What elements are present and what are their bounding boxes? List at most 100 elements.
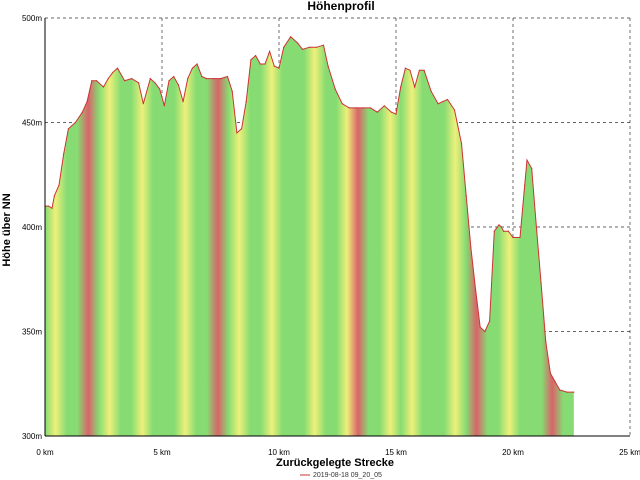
elevation-point — [549, 372, 552, 374]
elevation-point — [74, 121, 76, 124]
x-tick-label: 25 km — [619, 448, 640, 457]
elevation-point — [187, 78, 189, 80]
elevation-point — [500, 226, 502, 228]
elevation-point — [362, 107, 364, 109]
elevation-point — [297, 42, 299, 44]
elevation-point — [409, 69, 411, 71]
elevation-point — [250, 59, 252, 61]
elevation-point — [400, 86, 402, 88]
elevation-point — [201, 75, 203, 78]
elevation-point — [348, 107, 350, 109]
elevation-point — [475, 289, 477, 291]
elevation-point — [159, 88, 161, 90]
elevation-point — [465, 195, 467, 197]
elevation-point — [498, 224, 500, 226]
elevation-point — [219, 78, 222, 80]
elevation-point — [95, 80, 98, 82]
y-tick-label: 300m — [22, 432, 42, 441]
elevation-area — [45, 36, 574, 436]
elevation-point — [484, 330, 486, 333]
elevation-point — [245, 101, 247, 103]
elevation-point — [404, 67, 406, 69]
elevation-point — [308, 46, 310, 48]
elevation-point — [503, 230, 505, 232]
elevation-point — [163, 105, 165, 107]
elevation-point — [507, 230, 509, 232]
elevation-point — [269, 50, 271, 53]
elevation-point — [301, 48, 303, 50]
elevation-point — [341, 103, 343, 105]
chart-title: Höhenprofil — [307, 0, 374, 13]
elevation-point — [142, 103, 144, 105]
elevation-point — [67, 128, 69, 130]
elevation-point — [226, 75, 229, 78]
elevation-point — [131, 78, 133, 80]
elevation-point — [47, 205, 50, 207]
elevation-point — [290, 36, 292, 38]
legend-label: 2019-08-18 09_20_05 — [313, 472, 382, 479]
elevation-point — [112, 71, 114, 73]
elevation-point — [540, 282, 542, 284]
elevation-point — [138, 82, 140, 84]
elevation-point — [519, 236, 521, 239]
elevation-point — [168, 80, 170, 82]
elevation-point — [58, 184, 60, 186]
elevation-point — [470, 247, 472, 249]
elevation-point — [355, 107, 357, 109]
elevation-point — [453, 109, 456, 111]
elevation-point — [154, 82, 156, 84]
y-tick-label: 500m — [22, 14, 42, 23]
x-tick-label: 0 km — [36, 448, 54, 457]
elevation-point — [446, 98, 449, 101]
elevation-point — [196, 63, 198, 65]
elevation-point — [554, 381, 556, 383]
elevation-point — [493, 230, 495, 232]
elevation-point — [273, 65, 275, 67]
y-tick-label: 350m — [22, 328, 42, 337]
elevation-point — [63, 153, 65, 155]
elevation-point — [315, 46, 317, 48]
x-tick-label: 20 km — [502, 448, 524, 457]
elevation-point — [255, 55, 257, 57]
elevation-point — [241, 128, 243, 130]
elevation-point — [526, 159, 528, 161]
elevation-point — [149, 78, 151, 80]
elevation-point — [442, 101, 444, 103]
axes — [44, 18, 630, 437]
elevation-point — [322, 44, 325, 46]
y-tick-label: 400m — [22, 223, 42, 232]
legend: 2019-08-18 09_20_05 — [300, 472, 382, 479]
elevation-point — [531, 167, 533, 170]
elevation-point — [283, 46, 285, 48]
elevation-point — [573, 391, 575, 393]
elevation-point — [259, 63, 261, 65]
elevation-point — [86, 101, 88, 103]
elevation-point — [236, 132, 238, 134]
elevation-point — [559, 389, 561, 391]
elevation-point — [107, 78, 109, 80]
elevation-point — [545, 341, 547, 343]
elevation-point — [535, 226, 538, 228]
elevation-point — [182, 101, 184, 103]
elevation-point — [376, 111, 378, 113]
tick-labels: 0 km 5 km 10 km 15 km 20 km 25 km 300m 350m 400m… — [22, 14, 640, 457]
plot-area — [44, 36, 575, 436]
elevation-point — [430, 90, 432, 92]
elevation-point — [212, 78, 215, 80]
elevation-point — [423, 69, 425, 71]
elevation-point — [177, 84, 179, 86]
y-tick-label: 450m — [22, 119, 42, 128]
elevation-point — [116, 67, 119, 69]
x-tick-label: 15 km — [385, 448, 407, 457]
elevation-point — [124, 80, 126, 82]
elevation-point — [489, 320, 491, 322]
elevation-point — [460, 142, 463, 144]
elevation-point — [191, 67, 193, 69]
elevation-point — [264, 63, 266, 65]
y-axis-title: Höhe über NN — [1, 193, 13, 266]
elevation-point — [414, 86, 416, 88]
elevation-point — [334, 88, 336, 90]
elevation-point — [437, 103, 439, 105]
elevation-point — [81, 111, 83, 113]
